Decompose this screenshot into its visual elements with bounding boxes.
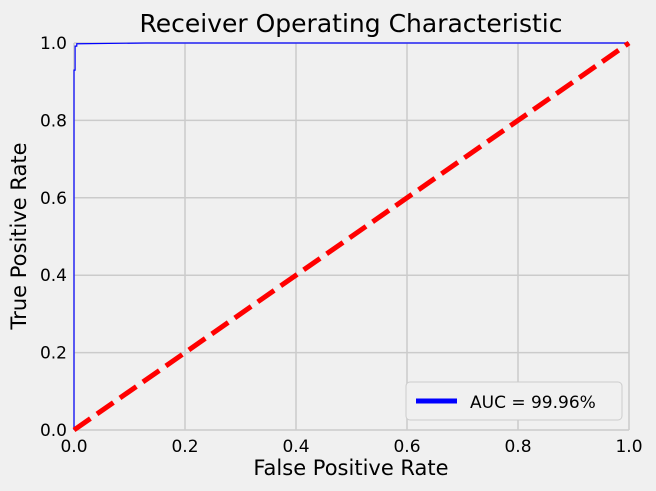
x-tick-label-0: 0.0 xyxy=(60,437,87,457)
x-tick-label-1: 0.2 xyxy=(171,437,198,457)
x-tick-label-2: 0.4 xyxy=(282,437,309,457)
legend: AUC = 99.96% xyxy=(405,381,623,421)
y-tick-label-3: 0.6 xyxy=(40,189,67,209)
y-tick-label-2: 0.4 xyxy=(40,266,67,286)
legend-box xyxy=(405,381,623,421)
x-axis-label: False Positive Rate xyxy=(253,456,448,480)
x-tick-label-4: 0.8 xyxy=(504,437,531,457)
y-tick-label-1: 0.2 xyxy=(40,344,67,364)
chart-title: Receiver Operating Characteristic xyxy=(140,9,563,38)
x-tick-labels: 0.0 0.2 0.4 0.6 0.8 1.0 xyxy=(60,437,642,457)
legend-label: AUC = 99.96% xyxy=(470,393,596,413)
series-group xyxy=(72,40,631,433)
y-tick-labels: 0.0 0.2 0.4 0.6 0.8 1.0 xyxy=(40,34,67,441)
y-tick-label-4: 0.8 xyxy=(40,111,67,131)
y-axis-label: True Positive Rate xyxy=(7,142,31,330)
x-tick-label-5: 1.0 xyxy=(615,437,642,457)
y-tick-label-5: 1.0 xyxy=(40,34,67,54)
y-tick-label-0: 0.0 xyxy=(40,421,67,441)
diagonal-reference-line xyxy=(72,40,631,433)
roc-curve xyxy=(73,42,629,430)
x-tick-label-3: 0.6 xyxy=(393,437,420,457)
